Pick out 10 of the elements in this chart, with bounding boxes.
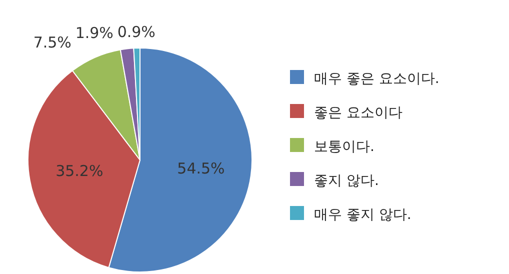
legend-label: 매우 좋은 요소이다. xyxy=(314,71,440,87)
data-label: 35.2% xyxy=(56,162,104,180)
data-label: 0.9% xyxy=(117,23,156,42)
legend-label: 매우 좋지 않다. xyxy=(314,207,412,223)
legend-label: 좋지 않다. xyxy=(314,173,379,189)
legend-label: 좋은 요소이다 xyxy=(314,105,402,121)
data-label: 54.5% xyxy=(177,160,225,178)
legend-label: 보통이다. xyxy=(314,139,374,155)
data-label: 7.5% xyxy=(33,34,72,52)
data-label: 1.9% xyxy=(75,24,114,42)
